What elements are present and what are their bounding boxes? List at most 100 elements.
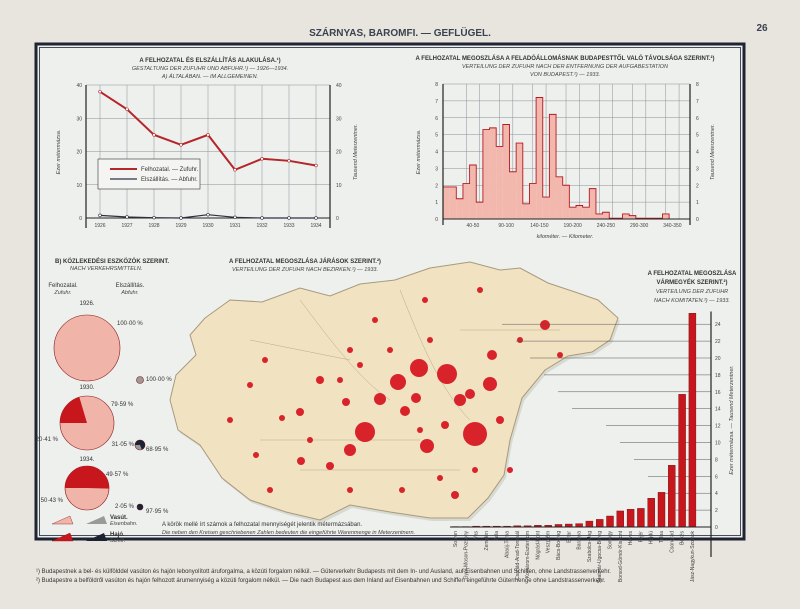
zufuhr-ship-pct: 20·41 % [36,437,59,443]
legend-label: Elszállítás. — Abfuhr. [141,177,198,183]
y-tick-label-right: 40 [336,83,342,89]
data-point [98,213,102,218]
county-bar [626,509,635,528]
y-tick-label-right: 0 [696,217,699,223]
data-point [260,157,264,161]
y-tick-label-right: 3 [696,166,699,172]
district-borders [249,289,560,471]
district-circle [227,417,233,423]
x-tick-label: 1926 [94,223,105,229]
data-point [152,215,156,220]
histogram-bar [456,198,463,219]
district-circle [372,317,378,323]
histogram-bar [536,97,543,219]
footnote-2: ²) Budapestre a belföldről vasúton és ha… [36,578,606,584]
legend-triangle-abfuhr [86,516,107,524]
line-chart: 1926 1927 1928 1929 1930 1931 1932 1933 1934 0 0 10… [56,83,359,229]
x-tick-label: 290-300 [630,223,649,229]
zufuhr-rail-pct: 49·57 % [106,472,129,478]
zufuhr-pie-ship-slice [60,397,87,423]
data-point [125,215,129,219]
district-circle [507,467,513,473]
pie-year-label: 1934. [79,457,94,463]
y-tick-label: 1 [435,200,438,206]
legend-triangle-abfuhr [86,533,107,541]
histogram-bar [556,176,563,219]
district-circle [451,491,459,499]
y-tick-label-right: 7 [696,99,699,105]
county-label: Csanád-Arad-Torontál [515,531,521,580]
data-point [179,216,183,220]
y-tick-label-right: 4 [696,150,699,156]
district-circle [417,427,423,433]
district-circle [253,452,259,458]
x-tick-label: 340-350 [663,223,682,229]
county-bar [596,519,604,528]
histogram-bar [582,207,590,219]
district-circle [437,475,443,481]
data-point [152,133,156,137]
district-circle [483,377,497,391]
y-tick-label-right: 8 [696,82,699,88]
histogram-bar [662,213,670,219]
x-tick-label: 1929 [175,223,186,229]
map-land [169,261,619,521]
histogram-bar [462,183,470,219]
county-bar [688,313,697,528]
map-title: A FELHOZATAL MEGOSZLÁSA JÁRÁSOK SZERINT.… [229,258,381,265]
data-point [233,168,237,172]
county-label: Fejér [638,531,644,543]
county-label: Bács-Bodrog [556,531,562,560]
y-tick-label-right: 10 [336,183,342,189]
district-circle [437,364,457,384]
county-chart-title: A FELHOZATAL MEGOSZLÁSA [648,270,737,277]
district-circle [374,393,386,405]
x-tick-label: 1933 [283,223,294,229]
map-subtitle: VERTEILUNG DER ZUFUHR NACH BEZIRKEN.²) —… [232,267,378,273]
district-circle [465,389,475,399]
pie-subtitle: NACH VERKEHRSMITTELN. [70,266,142,272]
district-circle [390,374,406,390]
pie-charts: 1926. 100·00 % 100·00 % 1930. 79·59 % 20·41 %… [36,301,173,544]
district-circle [477,287,483,293]
district-circle [307,437,313,443]
y-tick-label: 14 [715,407,721,413]
x-tick-label: 1928 [148,223,159,229]
county-chart-subtitle: VERTEILUNG DER ZUFUHR [656,289,728,295]
district-circle [557,352,563,358]
data-point [125,107,129,111]
x-tick-label: 190-200 [563,223,582,229]
district-circle [427,337,433,343]
county-label: Borsod-Gömör-Kishont [618,530,624,582]
y-tick-label: 6 [715,474,718,480]
data-point [287,216,291,220]
y-tick-label: 10 [76,183,82,189]
county-bar [585,520,594,528]
district-circle [357,362,363,368]
district-circle [400,406,410,416]
histogram-bar [443,186,450,219]
data-point [206,133,210,137]
district-circle [344,444,356,456]
district-circle [297,457,305,465]
line-chart-subtitle2: A) ÁLTALÁBAN. — IM ALLGEMEINEN. [161,73,258,80]
legend-label-hu: Hajó. [110,532,125,538]
line-chart-subtitle: GESTALTUNG DER ZUFUHR UND ABFUHR.¹) — 19… [132,66,288,72]
abfuhr-pct: 97·95 % [146,509,169,515]
histogram-bar [542,197,550,219]
county-label: Bihar [566,531,572,543]
y-tick-label: 40 [76,83,82,89]
histogram-bar [549,114,557,219]
histogram-chart: 40-50 90-100 140-150 190-200 240-250 290-300 3… [416,82,716,229]
district-circle [387,347,393,353]
histogram-bar [589,188,596,219]
county-bar [668,465,676,528]
y-axis-label: Ezer métermázsa. — Tausend Meterzentner. [729,365,735,474]
county-label: Abaúj-Torna [505,531,511,558]
y-tick-label-right: 20 [336,150,342,156]
data-point [206,212,210,217]
y-tick-label: 0 [79,216,82,222]
map-caption-de: Die neben den Kreisen geschriebenen Zahl… [162,530,415,536]
abfuhr-rail-pct: 2·05 % [115,504,135,510]
